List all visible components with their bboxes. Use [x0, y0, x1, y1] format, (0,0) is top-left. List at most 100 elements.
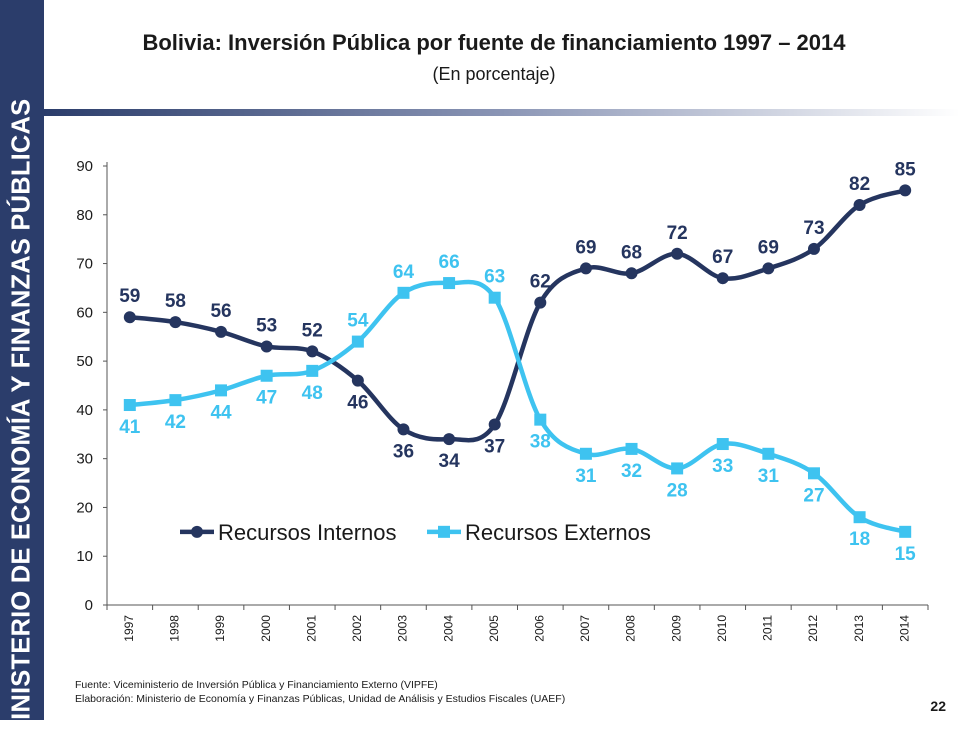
legend-marker-internos [191, 525, 203, 538]
data-point-internos [169, 316, 182, 329]
x-tick-label: 1997 [122, 615, 136, 642]
data-label-externos: 48 [302, 383, 323, 404]
data-label-internos: 85 [895, 159, 917, 180]
data-label-externos: 32 [621, 461, 642, 482]
data-point-externos [579, 447, 592, 460]
data-point-internos [762, 262, 775, 275]
data-label-internos: 72 [667, 223, 688, 244]
data-label-externos: 66 [439, 252, 460, 273]
data-label-externos: 28 [667, 480, 688, 501]
data-point-internos [807, 242, 820, 255]
series-line-externos [127, 279, 908, 535]
data-point-externos [443, 277, 456, 290]
data-point-internos [534, 296, 547, 309]
data-point-internos [671, 247, 684, 260]
x-tick-label: 2008 [624, 615, 638, 642]
data-label-externos: 27 [803, 485, 824, 506]
line-chart: 0 10 20 30 40 50 60 70 80 90 1997 1998 1999 2000 2001 2… [76, 158, 929, 642]
x-tick-label: 1999 [213, 615, 227, 642]
data-label-internos: 67 [712, 247, 733, 268]
x-tick-label: 2005 [487, 615, 501, 642]
x-tick-label: 2012 [806, 615, 820, 642]
y-tick-label: 80 [76, 207, 93, 224]
chart-title: Bolivia: Inversión Pública por fuente de… [142, 30, 846, 55]
data-point-externos [260, 369, 273, 382]
x-tick-label: 2011 [761, 615, 775, 641]
y-tick-label: 60 [76, 304, 93, 321]
legend-label-externos: Recursos Externos [465, 520, 651, 545]
data-label-internos: 37 [484, 437, 505, 458]
data-label-externos: 64 [393, 262, 415, 283]
data-label-internos: 36 [393, 441, 414, 462]
x-tick-label: 2006 [532, 615, 546, 642]
data-point-externos [397, 286, 410, 299]
x-tick-label: 2003 [396, 615, 410, 642]
data-point-internos [123, 311, 136, 324]
data-label-externos: 42 [165, 412, 186, 433]
data-point-internos [625, 267, 638, 280]
series-line-internos [127, 188, 908, 443]
x-tick-label: 2010 [715, 615, 729, 642]
data-point-externos [123, 399, 136, 412]
data-label-internos: 58 [165, 291, 186, 312]
x-tick-label: 2001 [304, 615, 318, 642]
y-tick-label: 70 [76, 256, 93, 273]
data-label-externos: 41 [119, 417, 141, 438]
chart-area: 0 10 20 30 40 50 60 70 80 90 1997 1998 1999 2000 2001 2… [55, 140, 940, 670]
data-label-externos: 31 [758, 466, 780, 487]
legend-label-internos: Recursos Internos [218, 520, 397, 545]
data-label-externos: 47 [256, 388, 277, 409]
data-point-internos [260, 340, 273, 353]
data-point-internos [397, 423, 410, 436]
data-label-internos: 69 [758, 237, 779, 258]
data-point-externos [215, 384, 228, 397]
x-tick-label: 1998 [168, 615, 182, 642]
data-label-externos: 31 [575, 466, 597, 487]
header-divider [44, 109, 960, 116]
y-tick-label: 30 [76, 451, 93, 468]
data-label-internos: 56 [210, 301, 231, 322]
data-label-internos: 46 [347, 393, 368, 414]
data-point-externos [807, 467, 820, 480]
sidebar-banner: MINISTERIO DE ECONOMÍA Y FINANZAS PÚBLIC… [0, 0, 44, 741]
chart-subtitle: (En porcentaje) [432, 64, 556, 84]
legend-marker-externos [438, 525, 450, 538]
data-point-internos [215, 325, 228, 338]
data-point-externos [306, 364, 319, 377]
y-tick-label: 10 [76, 548, 93, 565]
x-tick-label: 2000 [259, 615, 273, 642]
elaboration-note: Elaboración: Ministerio de Economía y Fi… [75, 693, 566, 705]
data-point-externos [671, 462, 684, 475]
data-label-internos: 62 [530, 272, 551, 293]
source-note: Fuente: Viceministerio de Inversión Públ… [75, 679, 438, 691]
footnote: Fuente: Viceministerio de Inversión Públ… [75, 678, 565, 706]
data-point-internos [306, 345, 319, 358]
data-point-externos [899, 525, 912, 538]
data-point-internos [488, 418, 501, 431]
data-point-internos [853, 199, 866, 212]
x-tick-label: 2004 [441, 615, 455, 642]
data-label-externos: 63 [484, 267, 505, 288]
data-label-internos: 53 [256, 315, 277, 336]
data-label-externos: 38 [530, 432, 551, 453]
data-point-externos [762, 447, 775, 460]
x-tick-label: 2009 [669, 615, 683, 642]
data-label-internos: 68 [621, 242, 642, 263]
y-tick-label: 20 [76, 499, 93, 516]
x-tick-label: 2014 [897, 615, 911, 642]
data-point-externos [716, 438, 729, 451]
y-tick-label: 50 [76, 353, 93, 370]
y-tick-label: 0 [85, 597, 93, 614]
data-label-internos: 59 [119, 286, 140, 307]
data-point-internos [899, 184, 912, 197]
data-point-externos [488, 291, 501, 304]
y-tick-label: 90 [76, 158, 93, 175]
data-label-externos: 18 [849, 529, 870, 550]
data-point-internos [443, 433, 456, 446]
data-label-internos: 69 [575, 237, 596, 258]
data-point-externos [853, 511, 866, 524]
page-number: 22 [930, 698, 946, 714]
data-label-internos: 52 [302, 320, 323, 341]
data-label-externos: 15 [895, 544, 917, 565]
data-point-internos [716, 272, 729, 285]
